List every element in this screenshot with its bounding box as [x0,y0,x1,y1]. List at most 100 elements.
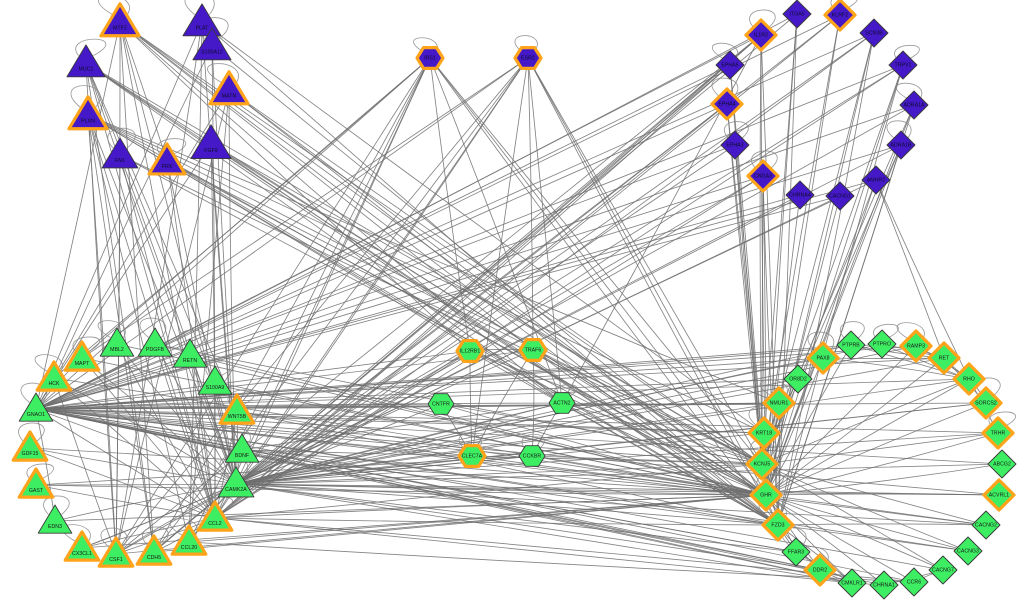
graph-node[interactable]: TRAF6 [518,338,548,362]
triangle-node-shape[interactable] [208,70,250,106]
graph-node[interactable]: ACVRL1 [982,478,1016,512]
triangle-node-shape[interactable] [197,365,233,395]
hexagon-node-shape[interactable] [415,46,445,70]
triangle-node-shape[interactable] [224,433,260,463]
triangle-node-shape[interactable] [170,524,208,556]
triangle-node-shape[interactable] [11,430,49,462]
diamond-node-shape[interactable] [899,90,929,120]
diamond-node-shape[interactable] [749,478,783,512]
diamond-node-shape[interactable] [803,553,837,587]
diamond-node-shape[interactable] [744,18,778,52]
graph-node[interactable]: PTPRO [867,329,897,359]
diamond-node-shape[interactable] [783,364,813,394]
triangle-node-shape[interactable] [17,467,55,499]
diamond-node-shape[interactable] [952,362,986,396]
diamond-node-shape[interactable] [927,341,961,375]
hexagon-node-shape[interactable] [427,393,455,415]
triangle-node-shape[interactable] [67,95,109,131]
diamond-node-shape[interactable] [762,386,796,420]
graph-node[interactable]: KLRF2 [823,0,857,32]
diamond-node-shape[interactable] [837,568,867,598]
diamond-node-shape[interactable] [987,449,1017,479]
graph-node[interactable]: CACNG1 [825,181,855,211]
graph-node[interactable]: SCN3B [859,18,889,48]
diamond-node-shape[interactable] [782,0,812,29]
graph-node[interactable]: ABCG2 [987,449,1017,479]
graph-node[interactable]: IRS1 [415,46,445,70]
triangle-node-shape[interactable] [63,530,101,562]
diamond-node-shape[interactable] [836,330,866,360]
diamond-node-shape[interactable] [715,50,745,80]
triangle-node-shape[interactable] [192,27,232,61]
triangle-node-shape[interactable] [97,536,135,568]
diamond-node-shape[interactable] [971,510,1001,540]
diamond-node-shape[interactable] [745,447,779,481]
diamond-node-shape[interactable] [899,329,933,363]
triangle-node-shape[interactable] [99,2,141,38]
graph-node[interactable]: MUC1 [66,44,106,78]
graph-node[interactable]: CACNG7 [928,555,958,585]
diamond-node-shape[interactable] [859,18,889,48]
graph-node[interactable]: PRX [147,142,187,176]
triangle-node-shape[interactable] [135,534,173,566]
hexagon-node-shape[interactable] [457,444,487,468]
triangle-node-shape[interactable] [196,500,234,532]
diamond-node-shape[interactable] [823,0,857,32]
triangle-node-shape[interactable] [137,327,173,357]
diamond-node-shape[interactable] [888,50,918,80]
triangle-node-shape[interactable] [217,466,255,498]
diamond-node-shape[interactable] [781,537,811,567]
triangle-node-shape[interactable] [37,504,73,534]
triangle-node-shape[interactable] [66,44,106,78]
diamond-node-shape[interactable] [747,416,781,450]
diamond-node-shape[interactable] [710,87,744,121]
triangle-node-shape[interactable] [101,137,139,169]
graph-node[interactable]: OR8D2 [783,364,813,394]
triangle-node-shape[interactable] [99,327,135,357]
diamond-node-shape[interactable] [981,416,1015,450]
triangle-node-shape[interactable] [218,393,256,425]
diamond-node-shape[interactable] [746,159,780,193]
triangle-node-shape[interactable] [63,340,101,372]
hexagon-node-shape[interactable] [548,392,576,414]
triangle-node-shape[interactable] [35,360,73,392]
diamond-node-shape[interactable] [825,181,855,211]
graph-node[interactable]: CX3CL1 [63,530,101,562]
hexagon-node-shape[interactable] [513,46,543,70]
diamond-node-shape[interactable] [869,570,899,600]
triangle-node-shape[interactable] [190,124,232,160]
graph-node[interactable]: CACNG2 [971,510,1001,540]
diamond-node-shape[interactable] [886,130,916,160]
graph-node[interactable]: MATN [208,70,250,106]
graph-node[interactable]: TRHR [981,416,1015,450]
diamond-node-shape[interactable] [969,386,1003,420]
hexagon-node-shape[interactable] [518,445,546,467]
diamond-node-shape[interactable] [720,130,750,160]
diamond-node-shape[interactable] [899,567,929,597]
diamond-node-shape[interactable] [861,165,891,195]
graph-node[interactable]: CCR6 [899,567,929,597]
triangle-node-shape[interactable] [147,142,187,176]
hexagon-node-shape[interactable] [518,338,548,362]
graph-node[interactable]: CHRNA1 [869,570,899,600]
diamond-node-shape[interactable] [761,508,795,542]
hexagon-node-shape[interactable] [455,339,485,363]
diamond-node-shape[interactable] [806,341,840,375]
diamond-node-shape[interactable] [953,536,983,566]
diamond-node-shape[interactable] [982,478,1016,512]
graph-node[interactable]: MTF2 [99,2,141,38]
graph-node[interactable]: ITGA5 [782,0,812,29]
graph-node[interactable]: RHO [952,362,986,396]
graph-node[interactable]: ADRA1A [899,90,929,120]
diamond-node-shape[interactable] [928,555,958,585]
graph-node[interactable]: TRPV1 [888,50,918,80]
graph-node[interactable]: CLEC7A [457,444,487,468]
diamond-node-shape[interactable] [867,329,897,359]
triangle-node-shape[interactable] [18,392,54,422]
graph-node[interactable]: ESR2 [513,46,543,70]
diamond-node-shape[interactable] [785,180,815,210]
graph-node[interactable]: IL12RB1 [455,339,485,363]
graph-node[interactable]: CACNG3 [953,536,983,566]
